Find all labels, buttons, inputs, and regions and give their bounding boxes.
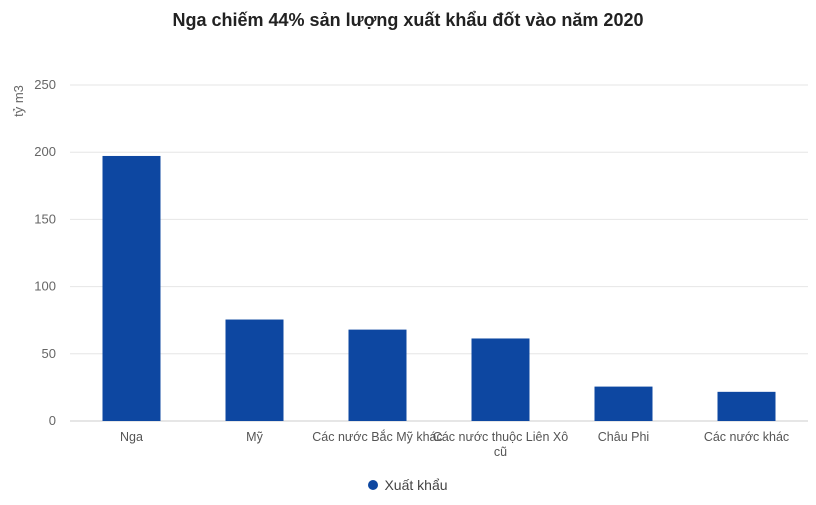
y-axis-ticks: 0 50 100 150 200 250 xyxy=(34,77,56,428)
x-tick-label: Mỹ xyxy=(246,430,263,444)
y-axis-title: tỷ m3 xyxy=(11,85,26,117)
legend[interactable]: Xuất khẩu xyxy=(0,477,816,493)
y-tick-label: 150 xyxy=(34,211,56,226)
y-tick-label: 250 xyxy=(34,77,56,92)
legend-label: Xuất khẩu xyxy=(384,477,448,493)
y-tick-label: 200 xyxy=(34,144,56,159)
bar[interactable] xyxy=(348,329,407,421)
y-tick-label: 50 xyxy=(42,346,56,361)
bar[interactable] xyxy=(225,319,284,421)
bar[interactable] xyxy=(717,391,776,421)
x-tick-label: Các nước khác xyxy=(704,430,789,444)
bar[interactable] xyxy=(471,338,530,421)
bars xyxy=(102,155,776,421)
bar[interactable] xyxy=(594,386,653,421)
bar[interactable] xyxy=(102,155,161,421)
y-tick-label: 0 xyxy=(49,413,56,428)
grid-lines xyxy=(70,84,808,422)
x-tick-label: Châu Phi xyxy=(598,430,649,444)
y-tick-label: 100 xyxy=(34,279,56,294)
x-tick-label: Nga xyxy=(120,430,143,444)
chart-title: Nga chiếm 44% sản lượng xuất khẩu đốt và… xyxy=(172,10,644,30)
legend-marker-icon xyxy=(368,480,379,491)
x-tick-label: Các nước Bắc Mỹ khác xyxy=(312,429,443,444)
x-tick-label: Các nước thuộc Liên Xô cũ xyxy=(433,430,568,459)
